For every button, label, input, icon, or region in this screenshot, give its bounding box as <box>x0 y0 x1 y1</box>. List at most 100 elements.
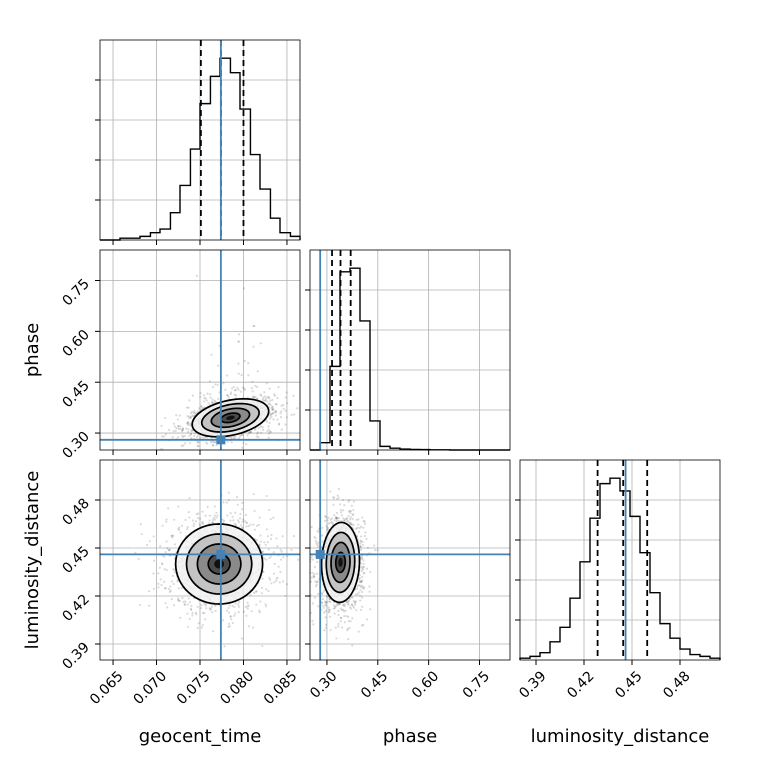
sample-point <box>343 603 346 606</box>
sample-point <box>341 626 344 629</box>
sample-point <box>337 613 340 617</box>
sample-point <box>332 495 335 499</box>
sample-point <box>230 387 234 390</box>
sample-point <box>362 562 365 566</box>
sample-point <box>325 604 328 607</box>
sample-point <box>208 393 212 396</box>
sample-point <box>277 423 281 426</box>
sample-point <box>347 600 350 603</box>
sample-point <box>247 432 251 435</box>
sample-point <box>280 550 283 553</box>
sample-point <box>324 600 327 603</box>
sample-point <box>189 416 192 419</box>
sample-point <box>269 578 272 581</box>
sample-point <box>173 568 176 571</box>
sample-point <box>161 524 164 527</box>
sample-point <box>241 501 244 504</box>
scatter-panel-geocent_time-luminosity_distance <box>95 459 301 665</box>
sample-point <box>236 503 239 506</box>
sample-point <box>269 403 272 407</box>
sample-point <box>341 498 345 502</box>
contour-line-1 <box>210 407 251 429</box>
sample-point <box>273 562 276 565</box>
sample-point <box>167 548 170 552</box>
sample-point <box>241 386 245 389</box>
sample-point <box>222 501 225 504</box>
sample-point <box>251 395 255 398</box>
y-tick-label: 0.30 <box>59 429 92 462</box>
sample-point <box>157 586 160 589</box>
contour-line-3 <box>320 521 361 604</box>
sample-point <box>201 436 204 439</box>
sample-point <box>335 511 339 515</box>
sample-point <box>215 444 218 447</box>
sample-point <box>290 548 293 552</box>
sample-point <box>203 400 206 403</box>
sample-point <box>369 608 372 611</box>
sample-point <box>316 580 319 583</box>
sample-point <box>229 519 232 522</box>
sample-point <box>264 543 267 547</box>
sample-point <box>284 396 287 399</box>
sample-point <box>206 442 209 445</box>
x-tick-label: 0.075 <box>174 668 214 708</box>
sample-point <box>211 521 214 524</box>
panels-layer <box>95 39 721 665</box>
sample-point <box>338 602 341 606</box>
sample-point <box>282 556 285 559</box>
sample-point <box>161 563 164 566</box>
sample-point <box>357 530 361 533</box>
sample-point <box>199 395 202 399</box>
sample-point <box>175 414 178 417</box>
sample-point <box>203 603 206 606</box>
sample-point <box>190 608 193 611</box>
sample-point <box>354 601 357 604</box>
sample-point <box>267 425 270 428</box>
sample-point <box>314 540 318 543</box>
sample-point <box>209 608 212 611</box>
sample-point <box>206 505 209 509</box>
sample-point <box>359 594 362 597</box>
sample-point <box>359 589 362 592</box>
sample-point <box>254 384 257 388</box>
sample-point <box>181 434 184 437</box>
sample-point <box>230 391 233 394</box>
sample-point <box>342 610 346 613</box>
sample-point <box>210 611 214 614</box>
sample-point <box>274 402 278 406</box>
sample-point <box>240 637 244 640</box>
sample-point <box>357 591 360 594</box>
sample-point <box>337 519 340 522</box>
sample-point <box>225 501 228 504</box>
sample-point <box>324 626 327 629</box>
sample-point <box>348 509 351 513</box>
sample-point <box>245 443 248 446</box>
sample-point <box>360 556 363 560</box>
sample-point <box>335 517 338 520</box>
sample-point <box>279 548 282 552</box>
sample-point <box>361 584 364 587</box>
sample-point <box>358 545 362 548</box>
sample-point <box>189 433 193 436</box>
sample-point <box>273 411 276 414</box>
sample-point <box>335 517 338 520</box>
sample-point <box>253 324 256 328</box>
sample-point <box>226 440 229 443</box>
sample-point <box>349 620 352 623</box>
sample-point <box>317 545 320 548</box>
sample-point <box>160 583 163 587</box>
sample-point <box>359 525 363 528</box>
sample-point <box>237 388 240 391</box>
sample-point <box>350 523 353 526</box>
sample-point <box>267 548 270 551</box>
sample-point <box>227 491 230 494</box>
sample-point <box>187 406 190 409</box>
sample-point <box>361 565 364 568</box>
sample-point <box>326 527 329 530</box>
sample-point <box>352 523 355 526</box>
sample-point <box>173 425 176 428</box>
sample-point <box>310 576 313 579</box>
sample-point <box>192 414 195 418</box>
sample-point <box>253 509 256 513</box>
sample-point <box>361 575 364 579</box>
